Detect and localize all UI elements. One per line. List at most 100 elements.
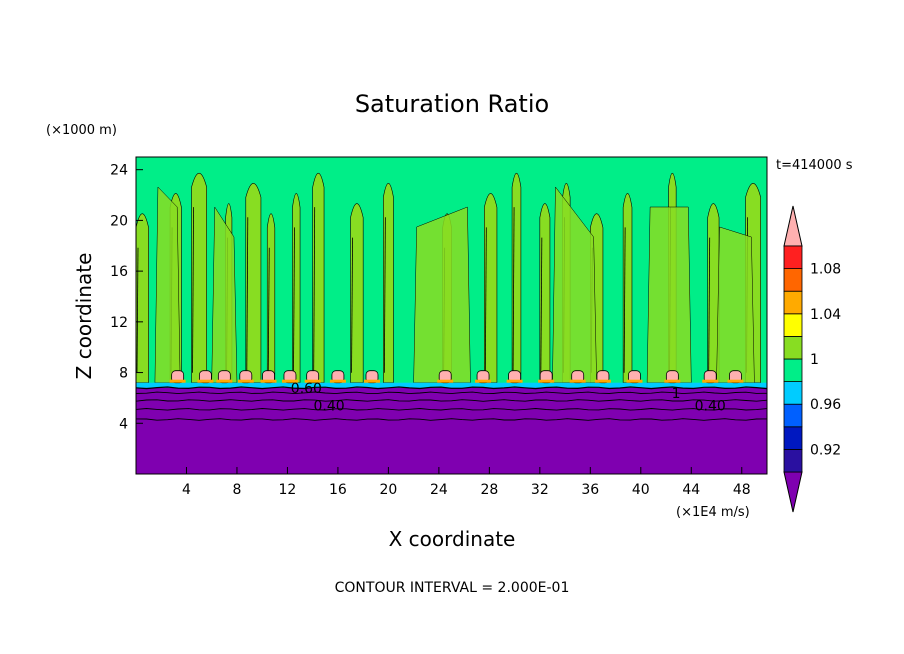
moist-band <box>154 186 181 383</box>
bulge-base <box>363 379 380 383</box>
x-tick-label: 40 <box>632 482 650 498</box>
colorbar-swatch <box>783 313 803 337</box>
moist-column <box>383 182 394 384</box>
moist-column <box>312 172 325 384</box>
x-tick-label: 4 <box>182 482 191 498</box>
x-tick-label: 28 <box>480 482 498 498</box>
colorbar-swatch <box>783 448 803 473</box>
colorbar-swatch <box>783 245 803 270</box>
column-contour <box>246 217 249 373</box>
moist-column <box>245 182 262 384</box>
x-axis-unit: (×1E4 m/s) <box>676 505 750 520</box>
time-label: t=414000 s <box>776 158 853 173</box>
y-tick-label: 24 <box>110 163 128 179</box>
y-axis-ticks: 4 8 12 16 20 24 <box>110 163 143 432</box>
contour-label-group: 0.60 0.40 0.40 1 <box>291 381 726 415</box>
bulge-base <box>329 379 346 383</box>
colorbar-low-arrow <box>783 471 803 513</box>
x-tick-label: 24 <box>430 482 448 498</box>
column-contour <box>313 207 316 373</box>
y-axis-label: Z coordinate <box>72 253 96 380</box>
x-tick-label: 48 <box>733 482 751 498</box>
moist-band <box>716 226 755 383</box>
bulge-base <box>664 379 681 383</box>
column-contour <box>484 227 487 373</box>
dry-contour <box>136 399 767 402</box>
colorbar-swatch <box>783 358 803 383</box>
contour-label: 0.40 <box>695 399 726 415</box>
column-contour <box>192 207 194 373</box>
x-tick-label: 8 <box>232 482 241 498</box>
colorbar-swatch <box>783 381 803 405</box>
colorbar-swatch <box>783 290 803 315</box>
colorbar-label: 1 <box>810 352 819 368</box>
column-contour <box>293 227 295 373</box>
y-tick-label: 20 <box>110 213 128 229</box>
bulge-base <box>569 379 586 383</box>
moist-column <box>191 172 207 384</box>
colorbar-high-arrow <box>783 205 803 247</box>
moist-column <box>350 203 364 384</box>
moist-column <box>707 203 720 384</box>
column-contour <box>512 207 515 373</box>
contour-lines <box>136 386 767 421</box>
x-tick-label: 32 <box>531 482 549 498</box>
colorbar: 0.92 0.96 1 1.04 1.08 <box>783 205 841 513</box>
plot-frame <box>135 156 768 475</box>
dry-region <box>136 387 767 474</box>
colorbar-label: 0.96 <box>810 397 841 413</box>
dry-contour <box>136 386 767 390</box>
bulge-base <box>169 379 186 383</box>
colorbar-swatch <box>783 426 803 450</box>
bulge-base <box>237 379 254 383</box>
contour-label: 1 <box>672 386 681 402</box>
bulge-base <box>281 379 298 383</box>
bulge-base <box>304 379 321 383</box>
column-group <box>136 172 761 384</box>
x-tick-label: 36 <box>581 482 599 498</box>
colorbar-swatch <box>783 268 803 292</box>
moist-column <box>539 203 551 384</box>
colorbar-label: 0.92 <box>810 442 841 458</box>
column-contour <box>136 247 139 373</box>
bulge-base <box>475 379 492 383</box>
bulge-base <box>437 379 454 383</box>
supersaturation-cells <box>169 370 744 384</box>
contour-interval-note: CONTOUR INTERVAL = 2.000E-01 <box>335 580 570 596</box>
y-tick-label: 12 <box>110 315 128 331</box>
column-contour <box>540 237 543 373</box>
bulge-base <box>260 379 277 383</box>
bulge-base <box>506 379 523 383</box>
dry-contour <box>136 391 767 395</box>
column-contour <box>623 227 626 373</box>
colorbar-swatch <box>783 403 803 428</box>
x-axis-ticks: 4 8 12 16 20 24 28 32 36 40 44 48 <box>182 467 751 498</box>
column-contour <box>708 237 711 373</box>
transition-band <box>136 382 767 389</box>
bulge-base <box>702 379 719 383</box>
dry-contour <box>136 418 767 421</box>
y-tick-label: 16 <box>110 264 128 280</box>
colorbar-swatch <box>783 335 803 360</box>
colorbar-label: 1.04 <box>810 307 841 323</box>
x-axis-label: X coordinate <box>389 527 516 551</box>
dry-contour <box>136 408 767 411</box>
saturation-field <box>136 157 767 474</box>
x-tick-label: 44 <box>682 482 700 498</box>
colorbar-label: 1.08 <box>810 262 841 278</box>
contour-label: 0.60 <box>291 381 322 397</box>
contour-label: 0.40 <box>314 399 345 415</box>
bulge-base <box>538 379 555 383</box>
moist-column <box>484 193 498 384</box>
y-axis-unit: (×1000 m) <box>46 123 117 138</box>
moist-band <box>413 206 471 383</box>
y-tick-label: 8 <box>119 366 128 382</box>
bulge-base <box>216 379 233 383</box>
column-contour <box>267 247 270 373</box>
bulge-base <box>197 379 214 383</box>
x-tick-label: 16 <box>329 482 347 498</box>
y-tick-label: 4 <box>119 416 128 432</box>
bulge-base <box>626 379 643 383</box>
x-tick-label: 12 <box>279 482 297 498</box>
